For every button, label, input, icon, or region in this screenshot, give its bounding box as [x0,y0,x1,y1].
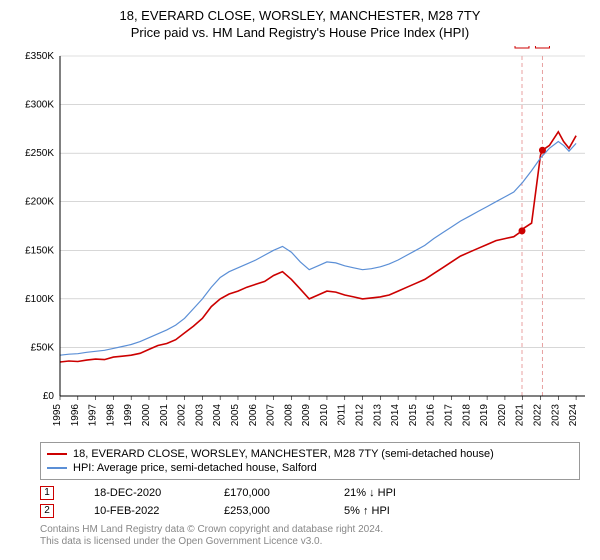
svg-text:1996: 1996 [70,404,81,427]
title-address: 18, EVERARD CLOSE, WORSLEY, MANCHESTER, … [10,8,590,23]
svg-text:£0: £0 [43,391,55,402]
svg-text:£350K: £350K [25,51,54,62]
svg-text:2018: 2018 [461,404,472,427]
footer-licence: This data is licensed under the Open Gov… [40,536,580,548]
svg-text:2013: 2013 [372,404,383,427]
line-chart-svg: £0 £50K £100K £150K £200K £250K £300K £350K 1995… [10,46,590,436]
sale-delta: 21% ↓ HPI [344,484,424,502]
svg-text:2023: 2023 [550,404,561,427]
svg-text:£200K: £200K [25,197,54,208]
svg-text:2015: 2015 [408,404,419,427]
svg-text:£250K: £250K [25,148,54,159]
svg-text:1997: 1997 [88,404,99,427]
svg-text:2021: 2021 [515,404,526,427]
svg-text:2003: 2003 [194,404,205,427]
svg-text:2009: 2009 [301,404,312,427]
sale-marker-icon: 2 [40,504,54,518]
legend-swatch [47,453,67,455]
svg-text:2014: 2014 [390,404,401,427]
svg-text:2010: 2010 [319,404,330,427]
chart-area: £0 £50K £100K £150K £200K £250K £300K £350K 1995… [10,46,590,436]
sale-delta: 5% ↑ HPI [344,502,424,520]
svg-text:2: 2 [540,46,546,48]
svg-text:2020: 2020 [497,404,508,427]
svg-text:2022: 2022 [533,404,544,427]
chart-container: 18, EVERARD CLOSE, WORSLEY, MANCHESTER, … [0,0,600,560]
legend-item: 18, EVERARD CLOSE, WORSLEY, MANCHESTER, … [47,447,573,461]
svg-text:1998: 1998 [105,404,116,427]
svg-text:2004: 2004 [212,404,223,427]
svg-text:1: 1 [519,46,525,48]
svg-text:£150K: £150K [25,245,54,256]
legend-label: 18, EVERARD CLOSE, WORSLEY, MANCHESTER, … [73,447,494,461]
svg-text:2016: 2016 [426,404,437,427]
svg-text:2002: 2002 [177,404,188,427]
sale-date: 18-DEC-2020 [94,484,184,502]
table-row: 2 10-FEB-2022 £253,000 5% ↑ HPI [40,502,580,520]
svg-text:£300K: £300K [25,100,54,111]
footer-copyright: Contains HM Land Registry data © Crown c… [40,524,580,536]
svg-text:2011: 2011 [337,404,348,426]
sale-price: £170,000 [224,484,304,502]
svg-text:2024: 2024 [568,404,579,427]
title-subtitle: Price paid vs. HM Land Registry's House … [10,25,590,40]
legend-swatch [47,467,67,469]
svg-text:2000: 2000 [141,404,152,427]
svg-text:2007: 2007 [266,404,277,427]
legend-label: HPI: Average price, semi-detached house,… [73,461,317,475]
svg-text:£50K: £50K [31,342,55,353]
footer: Contains HM Land Registry data © Crown c… [40,524,580,548]
legend: 18, EVERARD CLOSE, WORSLEY, MANCHESTER, … [40,442,580,480]
svg-text:2008: 2008 [283,404,294,427]
svg-text:2017: 2017 [444,404,455,427]
table-row: 1 18-DEC-2020 £170,000 21% ↓ HPI [40,484,580,502]
svg-text:2001: 2001 [159,404,170,427]
svg-text:2006: 2006 [248,404,259,427]
svg-text:2019: 2019 [479,404,490,427]
svg-text:2012: 2012 [355,404,366,427]
sale-price: £253,000 [224,502,304,520]
svg-text:1995: 1995 [52,404,63,427]
svg-text:1999: 1999 [123,404,134,427]
sales-table: 1 18-DEC-2020 £170,000 21% ↓ HPI 2 10-FE… [40,484,580,520]
svg-text:2005: 2005 [230,404,241,427]
sale-marker-icon: 1 [40,486,54,500]
legend-item: HPI: Average price, semi-detached house,… [47,461,573,475]
sale-date: 10-FEB-2022 [94,502,184,520]
svg-text:£100K: £100K [25,294,54,305]
